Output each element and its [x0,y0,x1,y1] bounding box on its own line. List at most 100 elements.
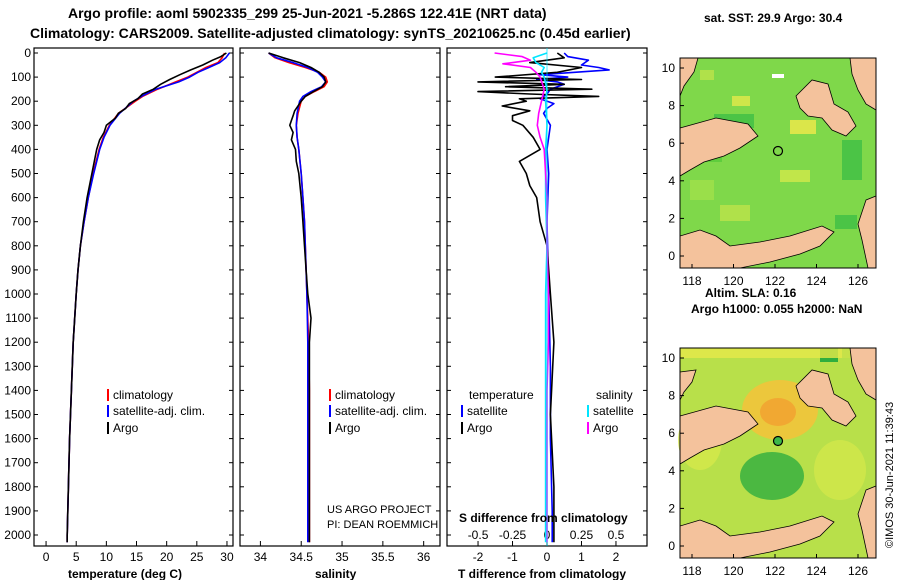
watermark: ©IMOS 30-Jun-2021 11:39:43 [884,402,896,548]
depth-tick-label: 400 [11,142,31,156]
depth-tick-label: 200 [11,94,31,108]
top-x-tick-label: 0.5 [608,528,625,542]
map-x-tick-label: 118 [682,564,701,578]
chart-title-line1: Argo profile: aoml 5902335_299 25-Jun-20… [68,5,547,21]
map-y-tick-label: 10 [662,61,676,75]
legend-label-t-argo: Argo [467,421,493,435]
depth-tick-label: 300 [11,118,31,132]
x-tick-label: 35 [335,550,349,564]
x-tick-label: 20 [160,550,174,564]
x-tick-label: 36 [417,550,431,564]
map-y-tick-label: 10 [662,351,676,365]
sst-map [679,57,877,269]
temperature-xlabel: temperature (deg C) [68,567,182,580]
top-x-tick-label: -0.5 [468,528,489,542]
map-x-tick-label: 120 [723,564,743,578]
salinity-legend: climatology satellite-adj. clim. Argo [329,388,427,435]
map-x-tick-label: 126 [848,274,868,288]
series-line-salinity-1 [268,52,327,543]
map-x-tick-label: 118 [682,274,701,288]
footnote-project: US ARGO PROJECT [327,504,432,516]
map-x-tick-label: 122 [765,564,785,578]
temperature-legend: climatology satellite-adj. clim. Argo [107,388,205,435]
depth-tick-label: 600 [11,191,31,205]
chart-title-line2: Climatology: CARS2009. Satellite-adjuste… [30,25,631,41]
map-y-tick-label: 6 [668,426,675,440]
legend-label-satellite: satellite-adj. clim. [113,404,205,418]
depth-tick-label: 1900 [4,504,31,518]
map-x-tick-label: 120 [723,274,743,288]
series-line-temperature-2 [66,52,227,543]
legend-label-climatology: climatology [113,388,173,402]
map-x-tick-label: 126 [848,564,868,578]
legend-label-s-satellite: satellite [593,404,634,418]
difference-top-xlabel: S difference from climatology [459,511,628,525]
depth-tick-label: 100 [11,70,31,84]
legend-label-s-argo: Argo [593,421,619,435]
x-tick-label: 25 [190,550,204,564]
depth-tick-label: 900 [11,263,31,277]
depth-tick-label: 1800 [4,480,31,494]
depth-tick-label: 1500 [4,408,31,422]
x-tick-label: -1 [507,550,518,564]
map-x-tick-label: 124 [806,274,826,288]
map-x-tick-label: 122 [765,274,785,288]
sla-map-title-line2: Argo h1000: 0.055 h2000: NaN [691,302,862,316]
map-y-tick-label: 2 [668,501,675,515]
map-y-tick-label: 4 [668,464,675,478]
x-tick-label: 2 [613,550,620,564]
difference-legend: temperature salinity satellite Argo sate… [461,388,634,435]
depth-tick-label: 1400 [4,383,31,397]
depth-tick-label: 500 [11,167,31,181]
map-y-tick-label: 8 [668,389,675,403]
depth-tick-label: 1300 [4,359,31,373]
map-y-tick-label: 2 [668,211,675,225]
footnote-pi: PI: DEAN ROEMMICH [327,519,438,531]
depth-tick-label: 1200 [4,335,31,349]
x-tick-label: 15 [130,550,144,564]
top-x-tick-label: -0.25 [499,528,527,542]
map-y-tick-label: 0 [668,539,675,553]
x-tick-label: 0 [43,550,50,564]
depth-tick-label: 2000 [4,528,31,542]
x-tick-label: 5 [73,550,80,564]
difference-xlabel: T difference from climatology [458,567,626,580]
salinity-panel-frame [239,47,441,547]
sla-argo-location-marker [772,435,784,447]
x-tick-label: 1 [578,550,585,564]
x-tick-label: 34 [254,550,268,564]
legend-group-salinity: salinity [596,388,633,402]
x-tick-label: 34.5 [290,550,314,564]
sla-map [678,347,877,559]
sst-argo-location-marker [772,145,784,157]
legend-label-argo: Argo [335,421,361,435]
sst-map-title: sat. SST: 29.9 Argo: 30.4 [704,11,843,25]
legend-label-satellite: satellite-adj. clim. [335,404,427,418]
temperature-panel-frame [33,47,234,547]
depth-tick-label: 700 [11,215,31,229]
depth-tick-label: 800 [11,239,31,253]
series-line-difference-2 [532,52,548,543]
depth-tick-label: 1100 [5,311,31,325]
depth-tick-label: 1700 [4,456,31,470]
map-x-tick-label: 124 [806,564,826,578]
legend-label-t-satellite: satellite [467,404,508,418]
depth-tick-label: 1000 [4,287,31,301]
sla-map-title-line1: Altim. SLA: 0.16 [705,286,797,300]
series-line-salinity-2 [268,52,327,543]
legend-label-climatology: climatology [335,388,395,402]
x-tick-label: 10 [100,550,114,564]
x-tick-label: -2 [473,550,484,564]
top-x-tick-label: 0.25 [570,528,594,542]
depth-tick-label: 0 [24,46,31,60]
legend-label-argo: Argo [113,421,139,435]
map-y-tick-label: 0 [668,249,675,263]
legend-group-temperature: temperature [469,388,534,402]
x-tick-label: 30 [220,550,234,564]
depth-tick-label: 1600 [4,432,31,446]
salinity-xlabel: salinity [315,567,357,580]
map-y-tick-label: 8 [668,99,675,113]
x-tick-label: 35.5 [371,550,395,564]
map-y-tick-label: 6 [668,136,675,150]
